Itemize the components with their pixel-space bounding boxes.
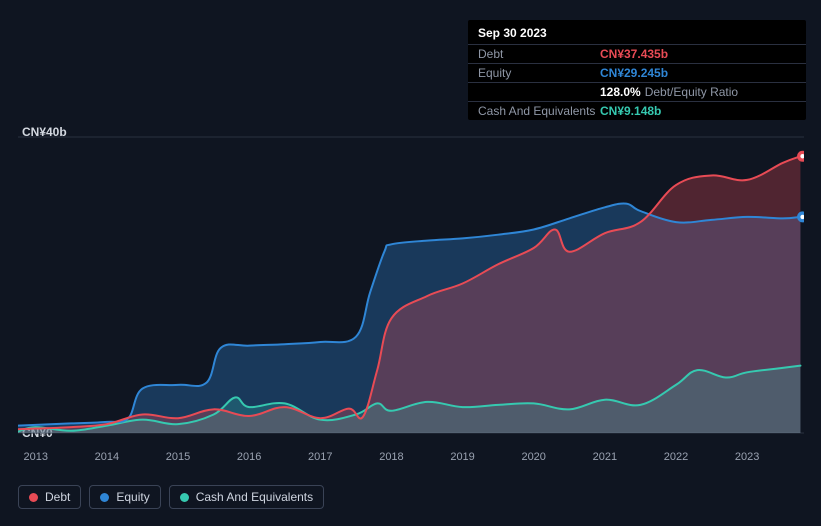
chart-legend: Debt Equity Cash And Equivalents	[18, 485, 324, 509]
tooltip-row-label: Cash And Equivalents	[478, 104, 600, 118]
legend-item-equity[interactable]: Equity	[89, 485, 160, 509]
tooltip-date: Sep 30 2023	[468, 20, 806, 44]
x-axis-tick-label: 2017	[308, 451, 332, 463]
legend-item-label: Equity	[116, 490, 149, 504]
tooltip-rows: DebtCN¥37.435bEquityCN¥29.245b128.0%Debt…	[468, 44, 806, 120]
legend-dot-icon	[180, 493, 189, 502]
tooltip-row-value: CN¥29.245b	[600, 66, 668, 80]
x-axis-tick-label: 2019	[450, 451, 474, 463]
tooltip-row: EquityCN¥29.245b	[468, 63, 806, 82]
x-axis-tick-label: 2015	[166, 451, 190, 463]
legend-item-label: Cash And Equivalents	[196, 490, 313, 504]
tooltip-row-value: 128.0%	[600, 85, 641, 99]
legend-item-label: Debt	[45, 490, 70, 504]
legend-dot-icon	[100, 493, 109, 502]
x-axis-tick-label: 2023	[735, 451, 759, 463]
chart-svg	[18, 125, 804, 445]
tooltip-row: DebtCN¥37.435b	[468, 44, 806, 63]
tooltip-row-value: CN¥9.148b	[600, 104, 661, 118]
tooltip-row-extra: Debt/Equity Ratio	[645, 85, 738, 99]
x-axis-tick-label: 2018	[379, 451, 403, 463]
tooltip-row-label: Debt	[478, 47, 600, 61]
tooltip-row: 128.0% Debt/Equity Ratio	[468, 82, 806, 101]
legend-item-cash[interactable]: Cash And Equivalents	[169, 485, 324, 509]
tooltip-row-value: CN¥37.435b	[600, 47, 668, 61]
x-axis-tick-label: 2020	[521, 451, 545, 463]
area-chart[interactable]	[18, 125, 804, 445]
chart-tooltip: Sep 30 2023 DebtCN¥37.435bEquityCN¥29.24…	[468, 20, 806, 120]
legend-dot-icon	[29, 493, 38, 502]
legend-item-debt[interactable]: Debt	[18, 485, 81, 509]
tooltip-row: Cash And EquivalentsCN¥9.148b	[468, 101, 806, 120]
x-axis-tick-label: 2016	[237, 451, 261, 463]
x-axis-tick-label: 2014	[95, 451, 119, 463]
x-axis-tick-label: 2022	[664, 451, 688, 463]
tooltip-row-label: Equity	[478, 66, 600, 80]
x-axis-tick-label: 2013	[24, 451, 48, 463]
tooltip-row-label	[478, 85, 600, 99]
x-axis-tick-label: 2021	[593, 451, 617, 463]
